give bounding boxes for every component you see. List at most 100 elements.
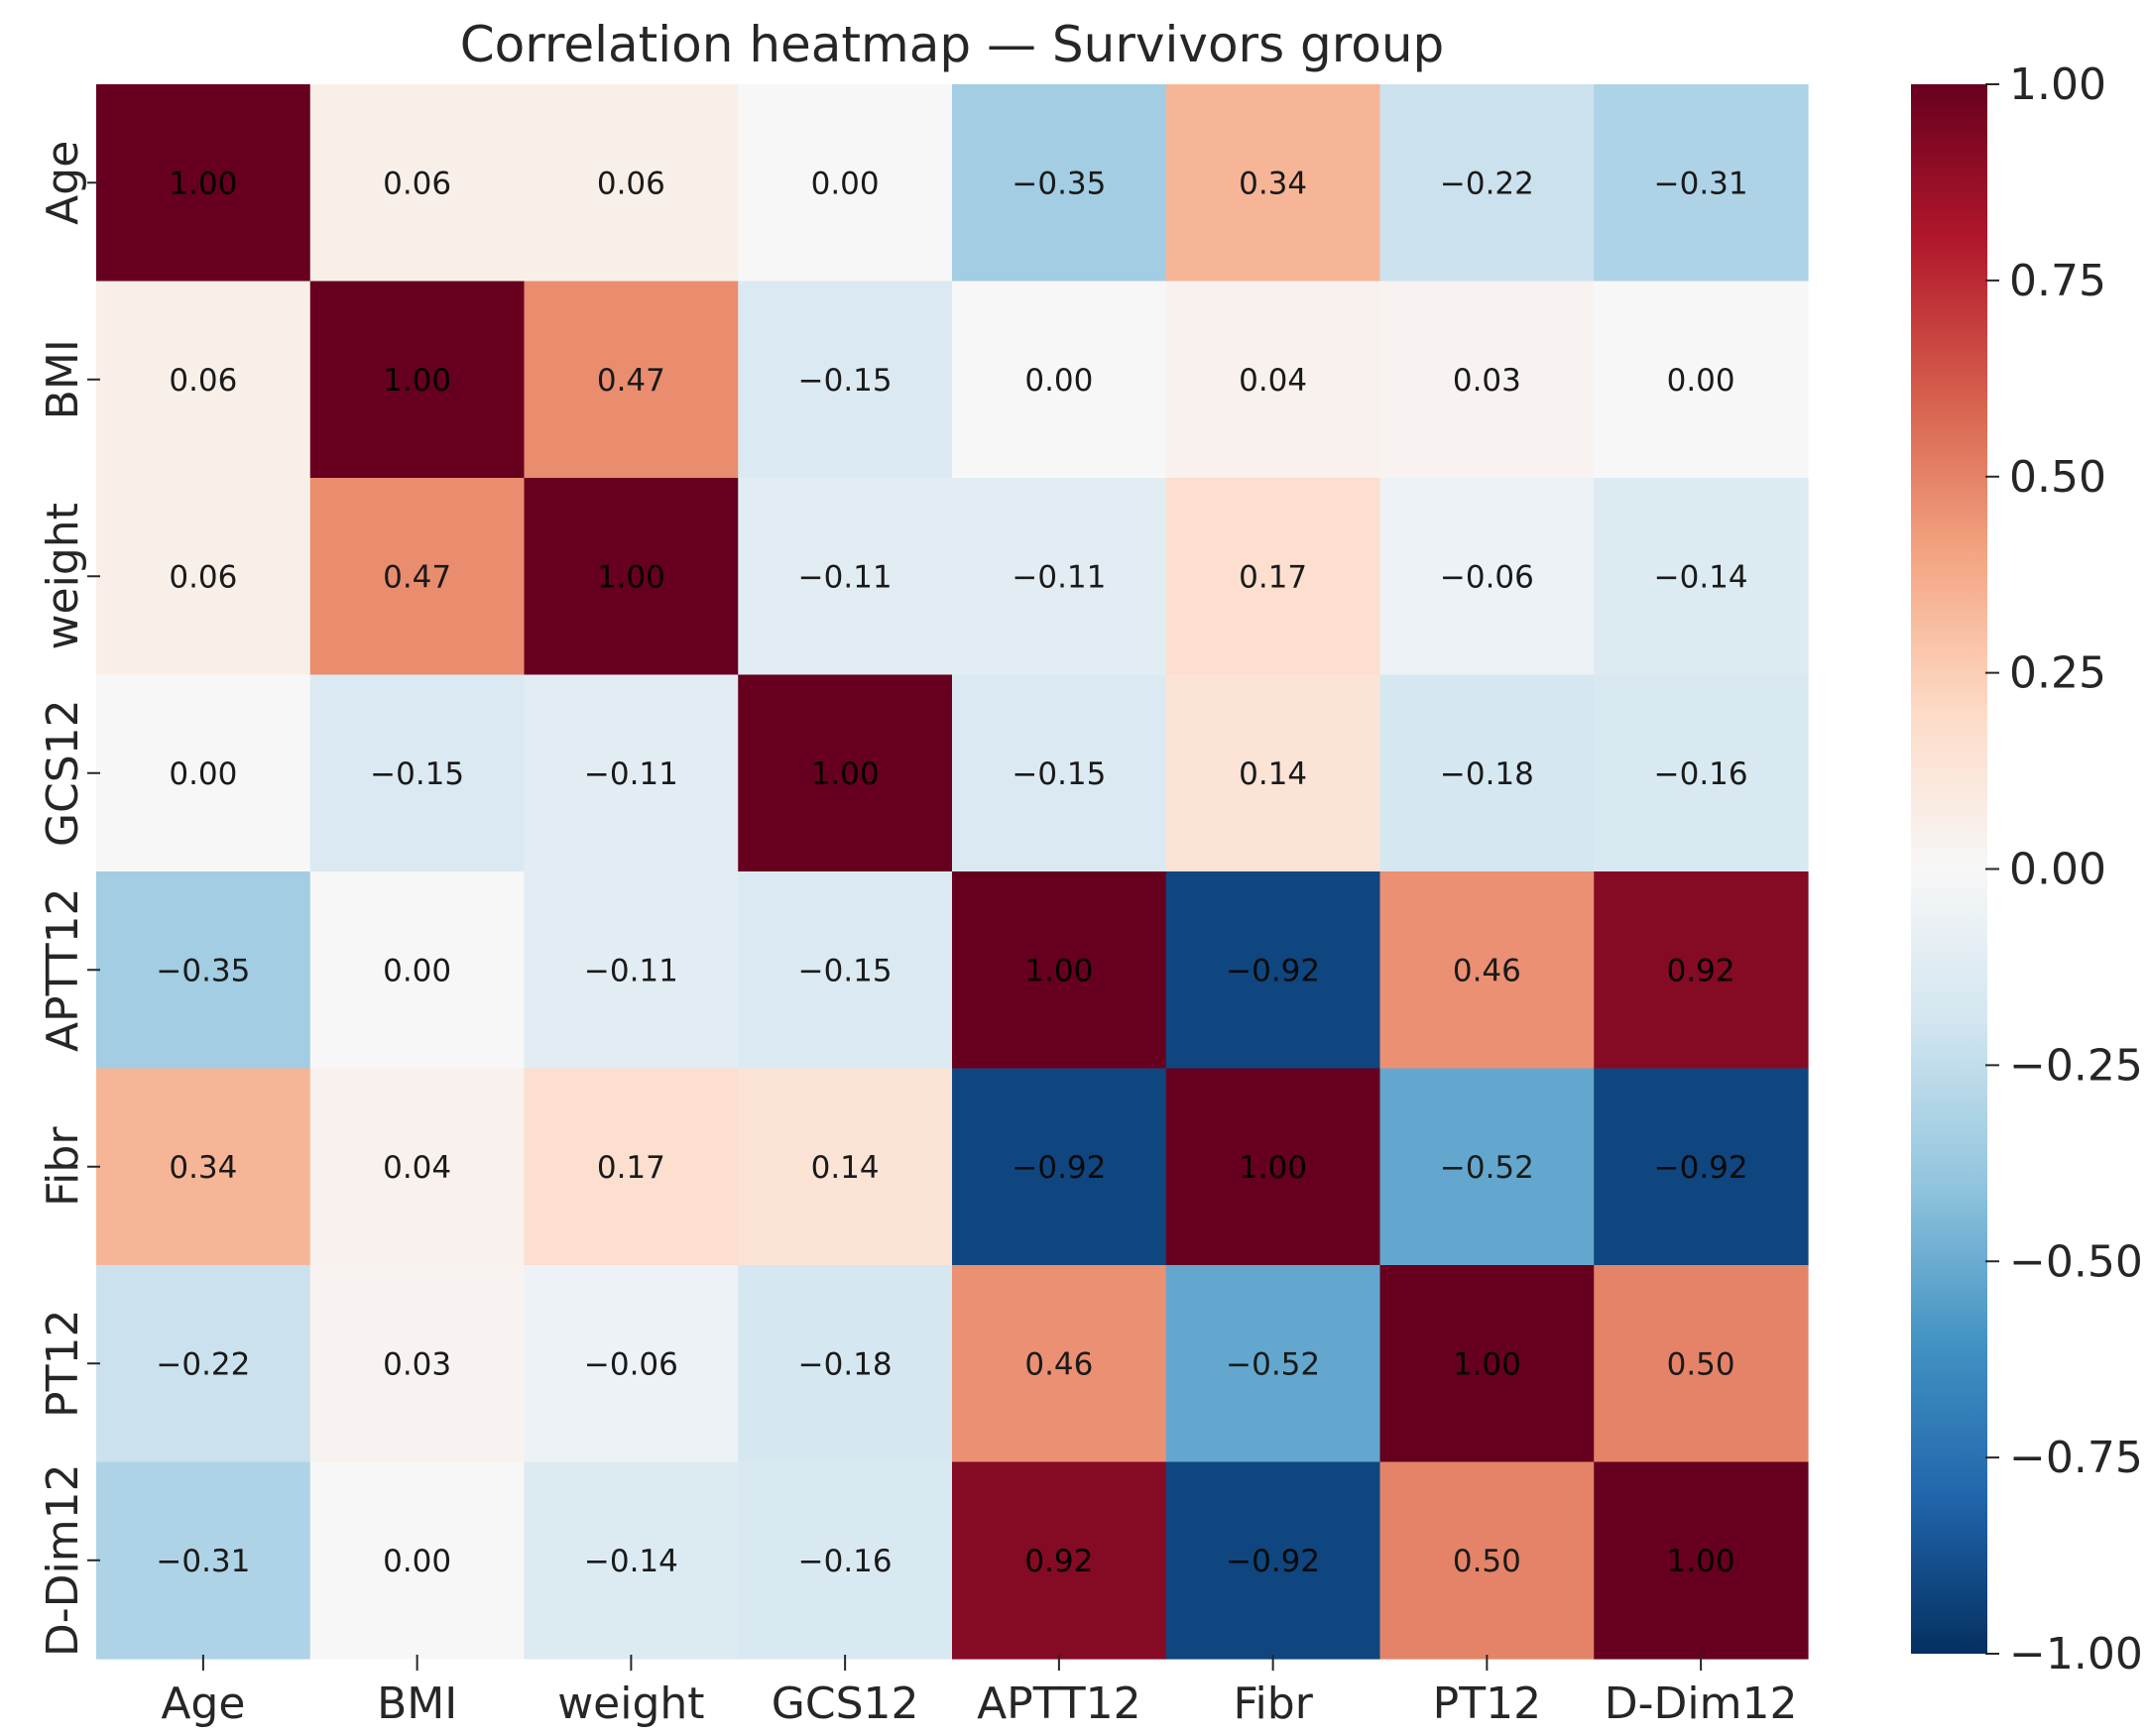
heatmap-cell-D-Dim12-GCS12 <box>738 1461 953 1660</box>
chart-title: Correlation heatmap — Survivors group <box>460 16 1445 73</box>
heatmap-cell-BMI-PT12 <box>1379 281 1595 479</box>
cell-value-label: 0.00 <box>383 1544 451 1579</box>
x-tick-label: PT12 <box>1433 1678 1541 1729</box>
cell-value-label: −0.92 <box>1226 1544 1320 1579</box>
cell-value-label: −0.16 <box>1654 756 1748 792</box>
heatmap-cell-Age-Age <box>96 84 311 283</box>
heatmap-cell-BMI-GCS12 <box>738 281 953 479</box>
cell-value-label: −0.15 <box>798 953 893 988</box>
heatmap-cell-PT12-weight <box>524 1265 739 1463</box>
cell-value-label: 1.00 <box>1024 953 1093 988</box>
cell-value-label: 0.06 <box>169 559 237 595</box>
heatmap-cell-D-Dim12-Fibr <box>1165 1461 1381 1660</box>
cell-value-label: 0.46 <box>1024 1346 1093 1382</box>
cell-value-label: −0.06 <box>584 1346 678 1382</box>
heatmap-cell-PT12-Age <box>96 1265 311 1463</box>
heatmap-cell-weight-BMI <box>309 478 526 676</box>
cell-value-label: 0.34 <box>169 1150 237 1186</box>
heatmap-cell-GCS12-D-Dim12 <box>1594 674 1809 872</box>
cell-value-label: −0.31 <box>1654 166 1748 201</box>
heatmap-cell-APTT12-D-Dim12 <box>1594 871 1809 1070</box>
cell-value-label: 0.06 <box>383 166 451 201</box>
cell-annotations: 1.00 0.06 0.06 0.00 −0.35 0.34 −0.22 −0.31 0.06 1… <box>156 166 1747 1579</box>
heatmap-cell-weight-Age <box>96 478 311 676</box>
heatmap-cell-BMI-Fibr <box>1165 281 1381 479</box>
heatmap-cell-weight-D-Dim12 <box>1594 478 1809 676</box>
cell-value-label: 0.00 <box>383 953 451 988</box>
heatmap-cell-APTT12-PT12 <box>1379 871 1595 1070</box>
x-tick-label: GCS12 <box>772 1678 919 1729</box>
cell-value-label: 1.00 <box>597 559 665 595</box>
cell-value-label: 0.04 <box>383 1150 451 1186</box>
cell-value-label: 0.34 <box>1239 166 1307 201</box>
heatmap-cell-PT12-PT12 <box>1379 1265 1595 1463</box>
cell-value-label: −0.22 <box>156 1346 250 1382</box>
heatmap-cell-weight-GCS12 <box>738 478 953 676</box>
cell-value-label: −0.35 <box>156 953 250 988</box>
heatmap-cell-Age-D-Dim12 <box>1594 84 1809 283</box>
heatmap-cell-D-Dim12-weight <box>524 1461 739 1660</box>
cell-value-label: −0.18 <box>1440 756 1534 792</box>
cell-value-label: 1.00 <box>1667 1544 1735 1579</box>
heatmap-cell-BMI-weight <box>524 281 739 479</box>
heatmap-cell-BMI-APTT12 <box>952 281 1167 479</box>
heatmap-cell-D-Dim12-BMI <box>309 1461 526 1660</box>
cell-value-label: −0.35 <box>1012 166 1106 201</box>
heatmap-cell-Fibr-weight <box>524 1068 739 1266</box>
heatmap-cell-GCS12-GCS12 <box>738 674 953 872</box>
cell-value-label: 0.14 <box>1239 756 1307 792</box>
cell-value-label: 0.50 <box>1453 1544 1521 1579</box>
y-tick-label: D-Dim12 <box>38 1463 88 1657</box>
y-axis: Age BMI weight GCS12 APTT12 Fibr PT12 D-Dim12 <box>38 141 100 1657</box>
colorbar-tick-label: −0.25 <box>2009 1040 2143 1091</box>
cell-value-label: −0.06 <box>1440 559 1534 595</box>
heatmap-cell-BMI-BMI <box>309 281 526 479</box>
heatmap-cell-Fibr-Fibr <box>1165 1068 1381 1266</box>
colorbar-tick-label: −0.50 <box>2009 1236 2143 1287</box>
cell-value-label: 0.17 <box>597 1150 665 1186</box>
cell-value-label: −0.15 <box>1012 756 1106 792</box>
y-tick-label: weight <box>38 503 88 649</box>
colorbar-tick-label: −1.00 <box>2009 1629 2143 1679</box>
y-tick-label: GCS12 <box>38 699 88 847</box>
heatmap-cell-BMI-Age <box>96 281 311 479</box>
cell-value-label: −0.14 <box>1654 559 1748 595</box>
cell-value-label: −0.16 <box>798 1544 893 1579</box>
heatmap-cell-GCS12-weight <box>524 674 739 872</box>
heatmap-cell-D-Dim12-D-Dim12 <box>1594 1461 1809 1660</box>
x-tick-label: Fibr <box>1233 1678 1313 1729</box>
cell-value-label: −0.92 <box>1654 1150 1748 1186</box>
heatmap-cell-GCS12-BMI <box>309 674 526 872</box>
heatmap-cell-Age-weight <box>524 84 739 283</box>
heatmap-cell-GCS12-APTT12 <box>952 674 1167 872</box>
cell-value-label: 0.92 <box>1667 953 1735 988</box>
heatmap-cell-Age-APTT12 <box>952 84 1167 283</box>
heatmap-cell-APTT12-weight <box>524 871 739 1070</box>
x-tick-label: weight <box>557 1678 704 1729</box>
cell-value-label: 0.47 <box>597 363 665 399</box>
heatmap-cell-D-Dim12-APTT12 <box>952 1461 1167 1660</box>
colorbar-tick-label: 0.25 <box>2009 648 2106 699</box>
heatmap-cell-PT12-APTT12 <box>952 1265 1167 1463</box>
heatmap-cell-Fibr-Age <box>96 1068 311 1266</box>
cell-value-label: 0.06 <box>169 363 237 399</box>
cell-value-label: 1.00 <box>169 166 237 201</box>
cell-value-label: 1.00 <box>1453 1346 1521 1382</box>
x-tick-label: Age <box>161 1678 245 1729</box>
cell-value-label: −0.15 <box>370 756 464 792</box>
x-tick-label: APTT12 <box>977 1678 1141 1729</box>
cell-value-label: −0.52 <box>1440 1150 1534 1186</box>
colorbar: 1.00 0.75 0.50 0.25 0.00 −0.25 −0.50 −0.75 −1.00 <box>1911 59 2143 1679</box>
x-tick-label: BMI <box>377 1678 457 1729</box>
heatmap-cell-Fibr-PT12 <box>1379 1068 1595 1266</box>
heatmap-cell-weight-APTT12 <box>952 478 1167 676</box>
cell-value-label: −0.11 <box>1012 559 1106 595</box>
heatmap-cell-weight-PT12 <box>1379 478 1595 676</box>
heatmap-cell-APTT12-Age <box>96 871 311 1070</box>
heatmap-cell-APTT12-GCS12 <box>738 871 953 1070</box>
cell-value-label: −0.14 <box>584 1544 678 1579</box>
y-tick-label: Fibr <box>38 1126 88 1207</box>
heatmap-cell-Age-BMI <box>309 84 526 283</box>
heatmap-cells <box>96 84 1809 1660</box>
cell-value-label: 0.14 <box>811 1150 880 1186</box>
